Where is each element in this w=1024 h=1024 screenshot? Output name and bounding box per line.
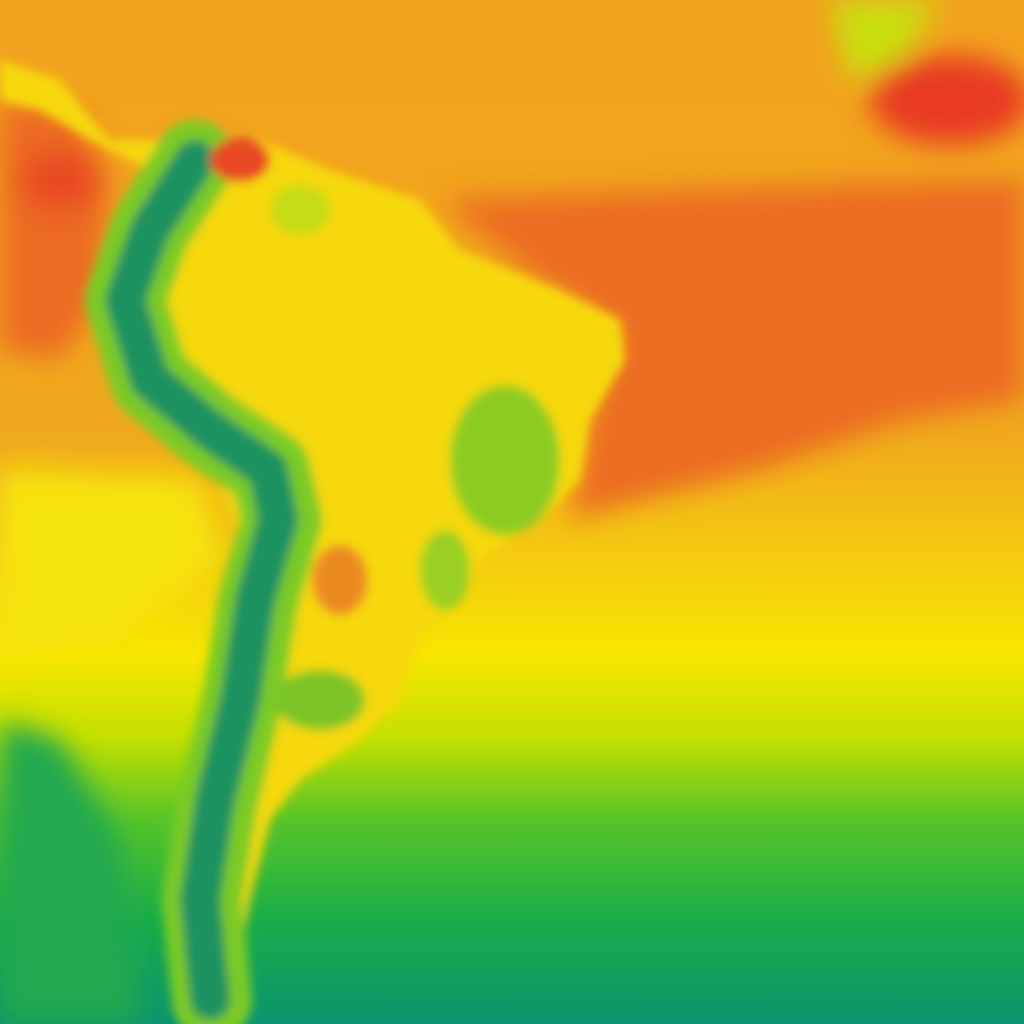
warm-patch	[0, 470, 220, 660]
cool-patch	[0, 720, 140, 1024]
cool-patch	[270, 185, 330, 235]
pampas	[275, 670, 365, 730]
highlands	[450, 385, 560, 535]
andes	[105, 140, 298, 1020]
hot-spot	[20, 150, 100, 210]
warm-spot	[312, 545, 368, 615]
cool-patch	[830, 0, 940, 80]
hot-spot	[210, 138, 270, 182]
continent	[0, 60, 625, 1024]
highlands	[420, 530, 470, 610]
atlantic-warm	[440, 180, 1024, 520]
hot-spot	[870, 55, 1024, 145]
